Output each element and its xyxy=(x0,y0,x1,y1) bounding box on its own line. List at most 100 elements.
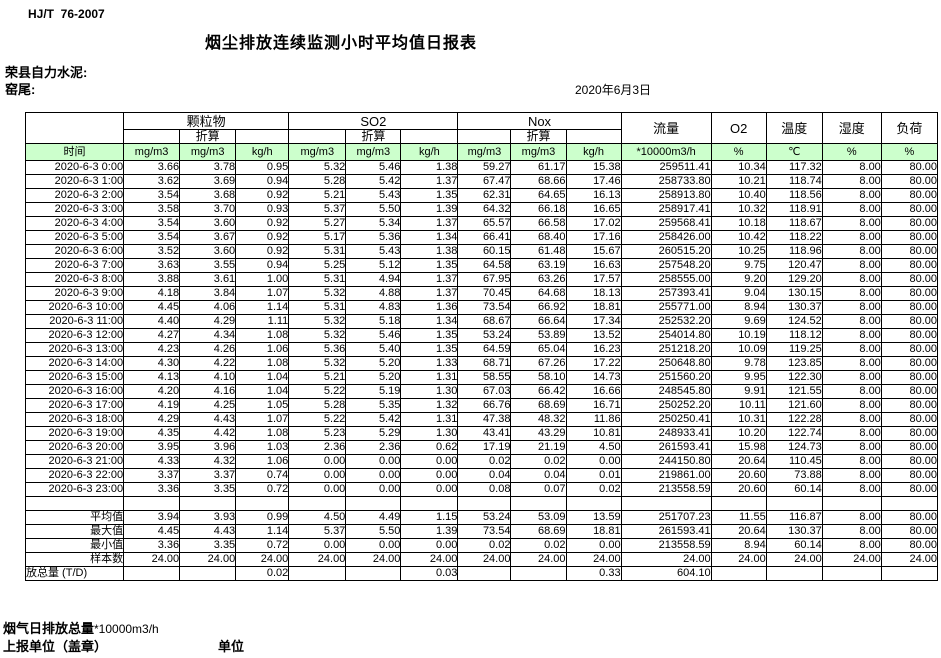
value-cell: 80.00 xyxy=(880,328,939,343)
spacer-cell xyxy=(123,496,181,511)
value-cell: 4.50 xyxy=(565,440,622,455)
value-cell: 3.36 xyxy=(123,482,181,497)
value-cell: 1.06 xyxy=(235,454,290,469)
value-cell: 0.00 xyxy=(345,454,402,469)
value-cell: 53.89 xyxy=(510,328,567,343)
value-cell: 80.00 xyxy=(880,202,939,217)
value-cell: 3.68 xyxy=(179,188,237,203)
value-cell: 5.36 xyxy=(288,342,347,357)
value-cell: 80.00 xyxy=(880,160,939,175)
value-cell: 8.00 xyxy=(821,384,882,399)
time-cell: 2020-6-3 8:00 xyxy=(24,272,125,287)
value-cell: 67.26 xyxy=(510,356,567,371)
value-cell: 5.27 xyxy=(288,216,347,231)
data-row: 2020-6-3 22:00 3.37 3.37 0.74 0.00 0.00 0.00 0.… xyxy=(24,468,939,483)
value-cell: 8.00 xyxy=(821,370,882,385)
value-cell: 80.00 xyxy=(880,356,939,371)
value-cell: 1.38 xyxy=(400,244,459,259)
value-cell: 66.18 xyxy=(510,202,567,217)
value-cell: 4.20 xyxy=(123,384,181,399)
data-row: 2020-6-3 3:00 3.58 3.70 0.93 5.37 5.50 1.39 64.… xyxy=(24,202,939,217)
time-cell: 2020-6-3 18:00 xyxy=(24,412,125,427)
value-cell: 3.63 xyxy=(123,258,181,273)
value-cell: 8.00 xyxy=(821,160,882,175)
value-cell: 67.03 xyxy=(457,384,512,399)
value-cell: 5.43 xyxy=(345,244,402,259)
value-cell: 67.95 xyxy=(457,272,512,287)
value-cell: 8.00 xyxy=(821,356,882,371)
summary-value-cell: 1.15 xyxy=(400,510,459,525)
value-cell: 3.61 xyxy=(179,272,237,287)
summary-value-cell: 24.00 xyxy=(288,552,347,567)
value-cell: 0.02 xyxy=(565,482,622,497)
time-cell: 2020-6-3 15:00 xyxy=(24,370,125,385)
value-cell: 119.25 xyxy=(765,342,823,357)
value-cell: 64.59 xyxy=(457,342,512,357)
summary-value-cell xyxy=(821,566,882,581)
value-cell: 0.94 xyxy=(235,258,290,273)
value-cell: 1.04 xyxy=(235,370,290,385)
summary-value-cell: 0.02 xyxy=(510,538,567,553)
value-cell: 0.04 xyxy=(510,468,567,483)
time-header: 时间 xyxy=(24,143,125,161)
value-cell: 1.00 xyxy=(235,272,290,287)
value-cell: 4.10 xyxy=(179,370,237,385)
value-cell: 0.94 xyxy=(235,174,290,189)
value-cell: 4.25 xyxy=(179,398,237,413)
col-header-flow: 流量 xyxy=(620,112,712,144)
summary-value-cell: 24.00 xyxy=(235,552,290,567)
sub-header-blank xyxy=(235,129,290,144)
value-cell: 61.48 xyxy=(510,244,567,259)
value-cell: 3.69 xyxy=(179,174,237,189)
value-cell: 1.35 xyxy=(400,258,459,273)
value-cell: 17.46 xyxy=(565,174,622,189)
value-cell: 213558.59 xyxy=(620,482,712,497)
value-cell: 9.04 xyxy=(710,286,767,301)
value-cell: 10.81 xyxy=(565,426,622,441)
value-cell: 15.67 xyxy=(565,244,622,259)
time-cell: 2020-6-3 0:00 xyxy=(24,160,125,175)
value-cell: 261593.41 xyxy=(620,440,712,455)
sub-header-converted-pm: 折算 xyxy=(179,129,237,144)
summary-value-cell: 0.33 xyxy=(565,566,622,581)
data-row: 2020-6-3 19:00 4.35 4.42 1.08 5.23 5.29 1.30 43… xyxy=(24,426,939,441)
value-cell: 68.69 xyxy=(510,398,567,413)
value-cell: 0.62 xyxy=(400,440,459,455)
value-cell: 122.74 xyxy=(765,426,823,441)
value-cell: 9.78 xyxy=(710,356,767,371)
value-cell: 8.00 xyxy=(821,216,882,231)
value-cell: 5.32 xyxy=(288,286,347,301)
summary-label: 样本数 xyxy=(24,552,125,567)
value-cell: 5.35 xyxy=(345,398,402,413)
summary-row: 平均值 3.94 3.93 0.99 4.50 4.49 1.15 53.24 53.09 13.… xyxy=(24,510,939,525)
time-cell: 2020-6-3 22:00 xyxy=(24,468,125,483)
value-cell: 5.12 xyxy=(345,258,402,273)
value-cell: 1.08 xyxy=(235,356,290,371)
summary-value-cell: 80.00 xyxy=(880,510,939,525)
unit-cell: mg/m3 xyxy=(288,143,347,161)
summary-value-cell xyxy=(880,566,939,581)
time-cell: 2020-6-3 5:00 xyxy=(24,230,125,245)
col-header-temperature: 温度 xyxy=(765,112,823,144)
value-cell: 9.75 xyxy=(710,258,767,273)
value-cell: 10.20 xyxy=(710,426,767,441)
value-cell: 1.07 xyxy=(235,412,290,427)
value-cell: 80.00 xyxy=(880,230,939,245)
summary-value-cell: 80.00 xyxy=(880,538,939,553)
value-cell: 17.16 xyxy=(565,230,622,245)
site-name: 窑尾: xyxy=(5,82,36,97)
data-row: 2020-6-3 7:00 3.63 3.55 0.94 5.25 5.12 1.35 64.… xyxy=(24,258,939,273)
value-cell: 251218.20 xyxy=(620,342,712,357)
value-cell: 1.35 xyxy=(400,188,459,203)
value-cell: 130.15 xyxy=(765,286,823,301)
value-cell: 118.12 xyxy=(765,328,823,343)
value-cell: 5.20 xyxy=(345,370,402,385)
group-so2: SO2 xyxy=(288,112,459,130)
summary-value-cell xyxy=(457,566,512,581)
value-cell: 80.00 xyxy=(880,314,939,329)
value-cell: 68.71 xyxy=(457,356,512,371)
value-cell: 3.84 xyxy=(179,286,237,301)
value-cell: 73.54 xyxy=(457,300,512,315)
value-cell: 17.19 xyxy=(457,440,512,455)
